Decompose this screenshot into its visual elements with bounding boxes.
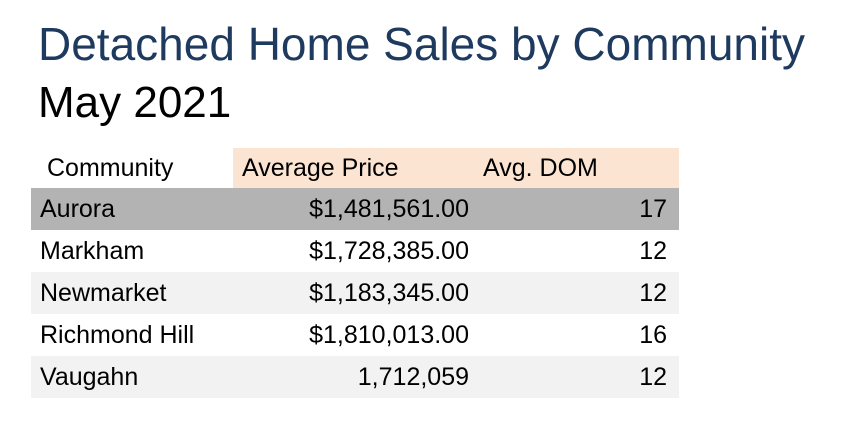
price-cell[interactable]: $1,728,385.00 xyxy=(309,236,469,265)
community-cell[interactable]: Newmarket xyxy=(40,278,167,307)
community-cell[interactable]: Markham xyxy=(40,236,145,265)
table-row-richmond-hill[interactable]: Richmond Hill $1,810,013.00 16 xyxy=(31,314,679,356)
table-row-markham[interactable]: Markham $1,728,385.00 12 xyxy=(31,230,679,272)
dom-cell[interactable]: 12 xyxy=(639,236,667,265)
table-row-aurora[interactable]: Aurora $1,481,561.00 17 xyxy=(31,188,679,230)
price-cell[interactable]: $1,481,561.00 xyxy=(309,194,469,223)
community-cell[interactable]: Richmond Hill xyxy=(40,320,195,349)
table-row-newmarket[interactable]: Newmarket $1,183,345.00 12 xyxy=(31,272,679,314)
column-header-avg-dom[interactable]: Avg. DOM xyxy=(473,148,679,188)
dom-cell[interactable]: 12 xyxy=(639,278,667,307)
dom-cell[interactable]: 16 xyxy=(639,320,667,349)
dom-cell[interactable]: 17 xyxy=(639,194,667,223)
sales-table: Community Average Price Avg. DOM Aurora … xyxy=(31,148,679,398)
dom-cell[interactable]: 12 xyxy=(639,362,667,391)
community-cell[interactable]: Aurora xyxy=(40,194,116,223)
page-subtitle: May 2021 xyxy=(38,78,232,127)
column-header-average-price[interactable]: Average Price xyxy=(233,148,473,188)
price-cell[interactable]: 1,712,059 xyxy=(357,362,469,391)
price-cell[interactable]: $1,183,345.00 xyxy=(309,278,469,307)
price-cell[interactable]: $1,810,013.00 xyxy=(309,320,469,349)
community-cell[interactable]: Vaugahn xyxy=(40,362,139,391)
table-row-vaugahn[interactable]: Vaugahn 1,712,059 12 xyxy=(31,356,679,398)
page-title: Detached Home Sales by Community xyxy=(38,18,805,70)
table-header-row: Community Average Price Avg. DOM xyxy=(31,148,679,188)
column-header-community[interactable]: Community xyxy=(47,153,174,182)
